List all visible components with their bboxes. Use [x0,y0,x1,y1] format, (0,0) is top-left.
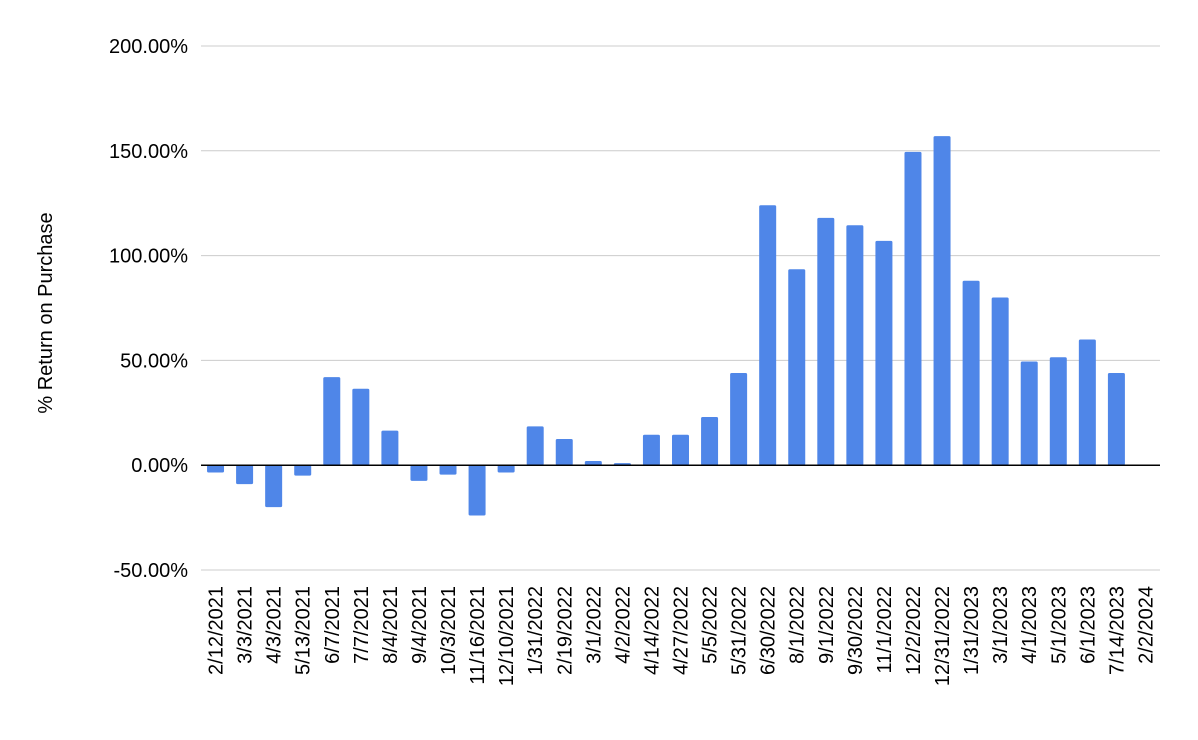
x-tick-label: 4/3/2021 [264,586,286,664]
bar [352,388,370,466]
bar [817,217,835,466]
bar [1078,339,1096,466]
bar [875,240,893,466]
x-tick-label: 3/1/2023 [990,586,1012,664]
x-tick-label: 7/7/2021 [351,586,373,664]
y-tick-label: -50.00% [114,560,189,582]
x-tick-label: 6/30/2022 [758,586,780,675]
x-tick-label: 6/7/2021 [322,586,344,664]
gridlines [201,45,1160,571]
bar [1049,357,1067,466]
bar [323,377,341,466]
x-tick-label: 8/4/2021 [380,586,402,664]
x-tick-label: 9/1/2022 [816,586,838,664]
bar [991,297,1009,466]
x-tick-label: 4/27/2022 [671,586,693,675]
bar [439,465,457,475]
x-tick-label: 1/31/2023 [961,586,983,675]
bar [730,372,748,466]
bar [788,269,806,466]
x-axis-tick-labels: 2/12/2021 3/3/2021 4/3/2021 5/13/2021 6/7/20… [206,586,1158,686]
bar [468,465,486,516]
bar [701,416,719,466]
x-tick-label: 12/31/2022 [932,586,954,686]
x-tick-label: 4/2/2022 [612,586,634,664]
x-tick-label: 5/13/2021 [293,586,315,675]
x-tick-label: 3/3/2021 [235,586,257,664]
bar [236,465,254,485]
x-tick-label: 6/1/2023 [1077,586,1099,664]
x-tick-label: 12/2/2022 [903,586,925,675]
bar [555,439,573,466]
bar [410,465,428,481]
x-tick-label: 2/2/2024 [1135,586,1157,664]
bar [207,465,225,473]
x-tick-label: 2/12/2021 [206,586,228,675]
x-tick-label: 3/1/2022 [583,586,605,664]
bar [1107,372,1125,466]
bar [526,426,544,466]
y-axis-tick-labels: -50.00% 0.00% 50.00% 100.00% 150.00% 200.00% [109,36,188,582]
y-tick-label: 150.00% [109,141,188,163]
x-tick-label: 5/31/2022 [729,586,751,675]
bar [846,225,864,466]
x-tick-label: 1/31/2022 [525,586,547,675]
bar [294,465,312,476]
bar [265,465,283,508]
y-tick-label: 200.00% [109,36,188,58]
bar [642,434,660,466]
x-tick-label: 8/1/2022 [787,586,809,664]
y-tick-label: 50.00% [120,350,188,372]
bar [759,205,777,466]
bar [904,151,922,466]
x-tick-label: 11/16/2021 [467,586,489,685]
x-tick-label: 4/1/2023 [1019,586,1041,664]
bar [1020,361,1038,466]
bar [381,430,399,466]
x-tick-label: 9/4/2021 [409,586,431,664]
x-tick-label: 2/19/2022 [554,586,576,675]
x-tick-label: 9/30/2022 [845,586,867,675]
x-tick-label: 12/10/2021 [496,586,518,686]
x-tick-label: 4/14/2022 [641,586,663,675]
bar [933,136,951,466]
x-tick-label: 5/1/2023 [1048,586,1070,664]
bar [962,280,980,466]
x-tick-label: 7/14/2023 [1106,586,1128,675]
y-tick-label: 100.00% [109,246,188,268]
bars [207,136,1154,516]
x-tick-label: 5/5/2022 [700,586,722,664]
y-tick-label: 0.00% [131,455,188,477]
x-tick-label: 10/3/2021 [438,586,460,675]
x-tick-label: 11/1/2022 [874,586,896,674]
bar [497,465,515,473]
bar [672,434,689,466]
bar [584,461,602,466]
y-axis-title: % Return on Purchase [35,212,57,413]
